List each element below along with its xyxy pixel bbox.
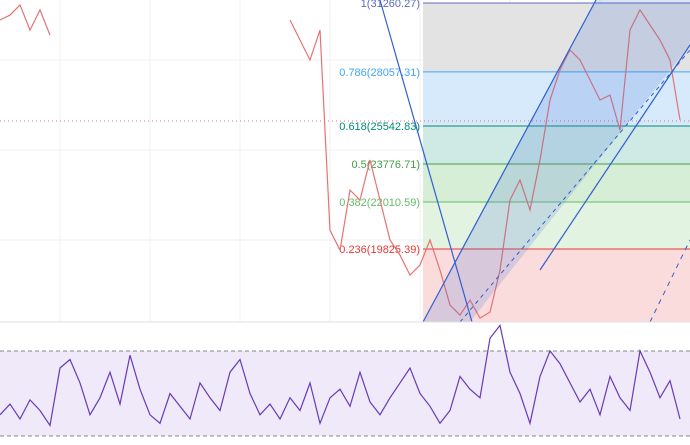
channel-mid[interactable] [459, 49, 690, 323]
channel-line[interactable] [539, 44, 690, 271]
trend-channel[interactable] [423, 0, 690, 322]
fib-zone [423, 3, 690, 72]
fib-zone [423, 248, 690, 322]
fib-label: 0.786(28057.31) [339, 67, 420, 79]
fib-label: 0.5(23776.71) [352, 159, 421, 171]
series-line [0, 324, 681, 427]
fib-label: 1(31260.27) [361, 0, 420, 10]
fib-label: 0.236(19825.39) [339, 244, 420, 256]
fib-zone [423, 163, 690, 202]
fib-label: 0.618(25542.83) [339, 121, 420, 133]
fib-zone [423, 125, 690, 164]
trend-line[interactable] [379, 0, 473, 323]
fib-retracement[interactable]: 1(31260.27) 0.786(28057.31) 0.618(25542.83… [339, 0, 690, 322]
series-line [0, 3, 681, 319]
fib-zone [423, 201, 690, 249]
price-pane [0, 3, 681, 319]
channel-line[interactable] [422, 0, 597, 323]
rsi-pane [0, 324, 690, 437]
